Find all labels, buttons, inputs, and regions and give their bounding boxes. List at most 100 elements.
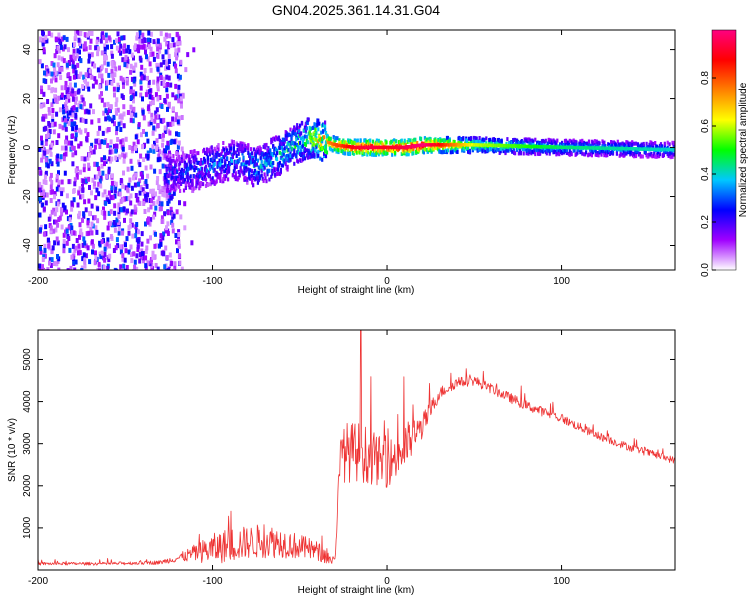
spectrogram-cell (129, 89, 133, 95)
spectrogram-cell (140, 64, 144, 70)
y-tick-label: 5000 (22, 348, 33, 371)
spectrogram-cell (110, 80, 114, 86)
spectrogram-cell (123, 217, 126, 223)
spectrogram-cell (363, 152, 366, 156)
spectrogram-cell (111, 73, 115, 79)
spectrogram-cell (129, 104, 133, 110)
spectrogram-cell (122, 35, 126, 41)
spectrogram-cell (453, 140, 456, 144)
spectrogram-cell (170, 219, 174, 225)
spectrogram-cell (322, 129, 325, 134)
spectrogram-cell (377, 142, 380, 147)
spectrogram-cell (160, 219, 164, 224)
spectrogram-cell (105, 85, 108, 91)
spectrogram-cell (121, 77, 125, 83)
spectrogram-cell (223, 147, 226, 152)
spectrogram-cell (56, 161, 60, 167)
spectrogram-cell (141, 44, 145, 50)
spectrogram-cell (156, 38, 160, 44)
spectrogram-cell (144, 263, 148, 269)
spectrogram-cell (324, 140, 328, 145)
spectrogram-cell (529, 148, 532, 153)
spectrogram-cell (171, 121, 175, 127)
spectrogram-cell (191, 149, 194, 154)
spectrogram-cell (194, 154, 197, 159)
spectrogram-cell (147, 44, 151, 50)
spectrogram-cell (119, 75, 123, 81)
spectrogram-cell (220, 152, 223, 156)
spectrogram-cell (134, 145, 138, 151)
spectrogram-cell (141, 38, 145, 44)
spectrogram-cell (51, 108, 55, 113)
spectrogram-cell (61, 125, 65, 131)
spectrogram-cell (108, 253, 112, 259)
spectrogram-cell (46, 132, 50, 138)
spectrogram-cell (138, 38, 142, 44)
spectrogram-cell (55, 49, 59, 54)
spectrogram-cell (74, 132, 78, 138)
spectrogram-cell (177, 84, 181, 90)
spectrogram-cell (521, 147, 524, 152)
spectrogram-cell (77, 213, 81, 219)
spectrogram-cell (211, 159, 214, 164)
spectrogram-cell (289, 153, 292, 158)
spectrogram-cell (40, 89, 44, 95)
spectrogram-cell (166, 210, 170, 216)
spectrogram-cell (146, 37, 150, 43)
spectrogram-cell (64, 102, 68, 108)
spectrogram-cell (573, 148, 576, 153)
spectrogram-cell (42, 254, 46, 260)
spectrogram-cell (75, 238, 79, 243)
spectrogram-cell (539, 151, 542, 156)
spectrogram-cell (315, 138, 318, 142)
spectrogram-cell (94, 250, 97, 256)
spectrogram-cell (106, 44, 109, 50)
spectrogram-cell (64, 145, 68, 151)
spectrogram-cell (283, 146, 286, 151)
spectrogram-cell (115, 217, 119, 223)
spectrogram-cell (148, 38, 152, 43)
spectrogram-cell (76, 48, 80, 54)
spectrogram-cell (136, 244, 140, 250)
spectrogram-cell (172, 106, 175, 112)
spectrogram-cell (38, 212, 42, 218)
spectrogram-cell (252, 183, 255, 188)
spectrogram-cell (80, 265, 84, 270)
spectrogram-cell (157, 114, 161, 120)
spectrogram-cell (113, 203, 117, 209)
spectrogram-cell (611, 143, 614, 148)
spectrogram-cell (63, 152, 66, 158)
spectrogram-cell (50, 71, 54, 77)
spectrogram-cell (67, 225, 71, 231)
spectrogram-cell (372, 152, 376, 157)
spectrogram-cell (173, 265, 177, 270)
spectrogram-cell (337, 148, 340, 153)
spectrogram-cell (252, 147, 256, 152)
spectrogram-cell (99, 254, 103, 260)
spectrogram-cell (344, 148, 347, 153)
spectrogram-cell (515, 140, 518, 145)
spectrogram-cell (324, 154, 328, 159)
spectrogram-cell (63, 122, 67, 128)
spectrogram-cell (316, 122, 319, 127)
spectrogram-cell (81, 178, 85, 184)
spectrogram-cell (132, 55, 135, 61)
spectrogram-cell (305, 126, 308, 131)
spectrogram-cell (234, 171, 237, 176)
spectrogram-cell (133, 81, 137, 87)
spectrogram-cell (208, 152, 211, 157)
spectrogram-cell (71, 133, 75, 139)
spectrogram-cell (611, 149, 615, 154)
spectrogram-cell (235, 154, 238, 158)
spectrogram-cell (221, 149, 224, 154)
spectrogram-cell (104, 68, 108, 74)
spectrogram-cell (64, 139, 67, 145)
spectrogram-cell (232, 169, 235, 174)
spectrogram-cell (110, 156, 114, 162)
spectrogram-cell (124, 268, 127, 270)
spectrogram-cell (121, 183, 125, 189)
spectrogram-cell (167, 198, 171, 204)
spectrogram-cell (153, 140, 156, 146)
spectrogram-cell (625, 151, 628, 156)
spectrogram-cell (608, 148, 611, 153)
